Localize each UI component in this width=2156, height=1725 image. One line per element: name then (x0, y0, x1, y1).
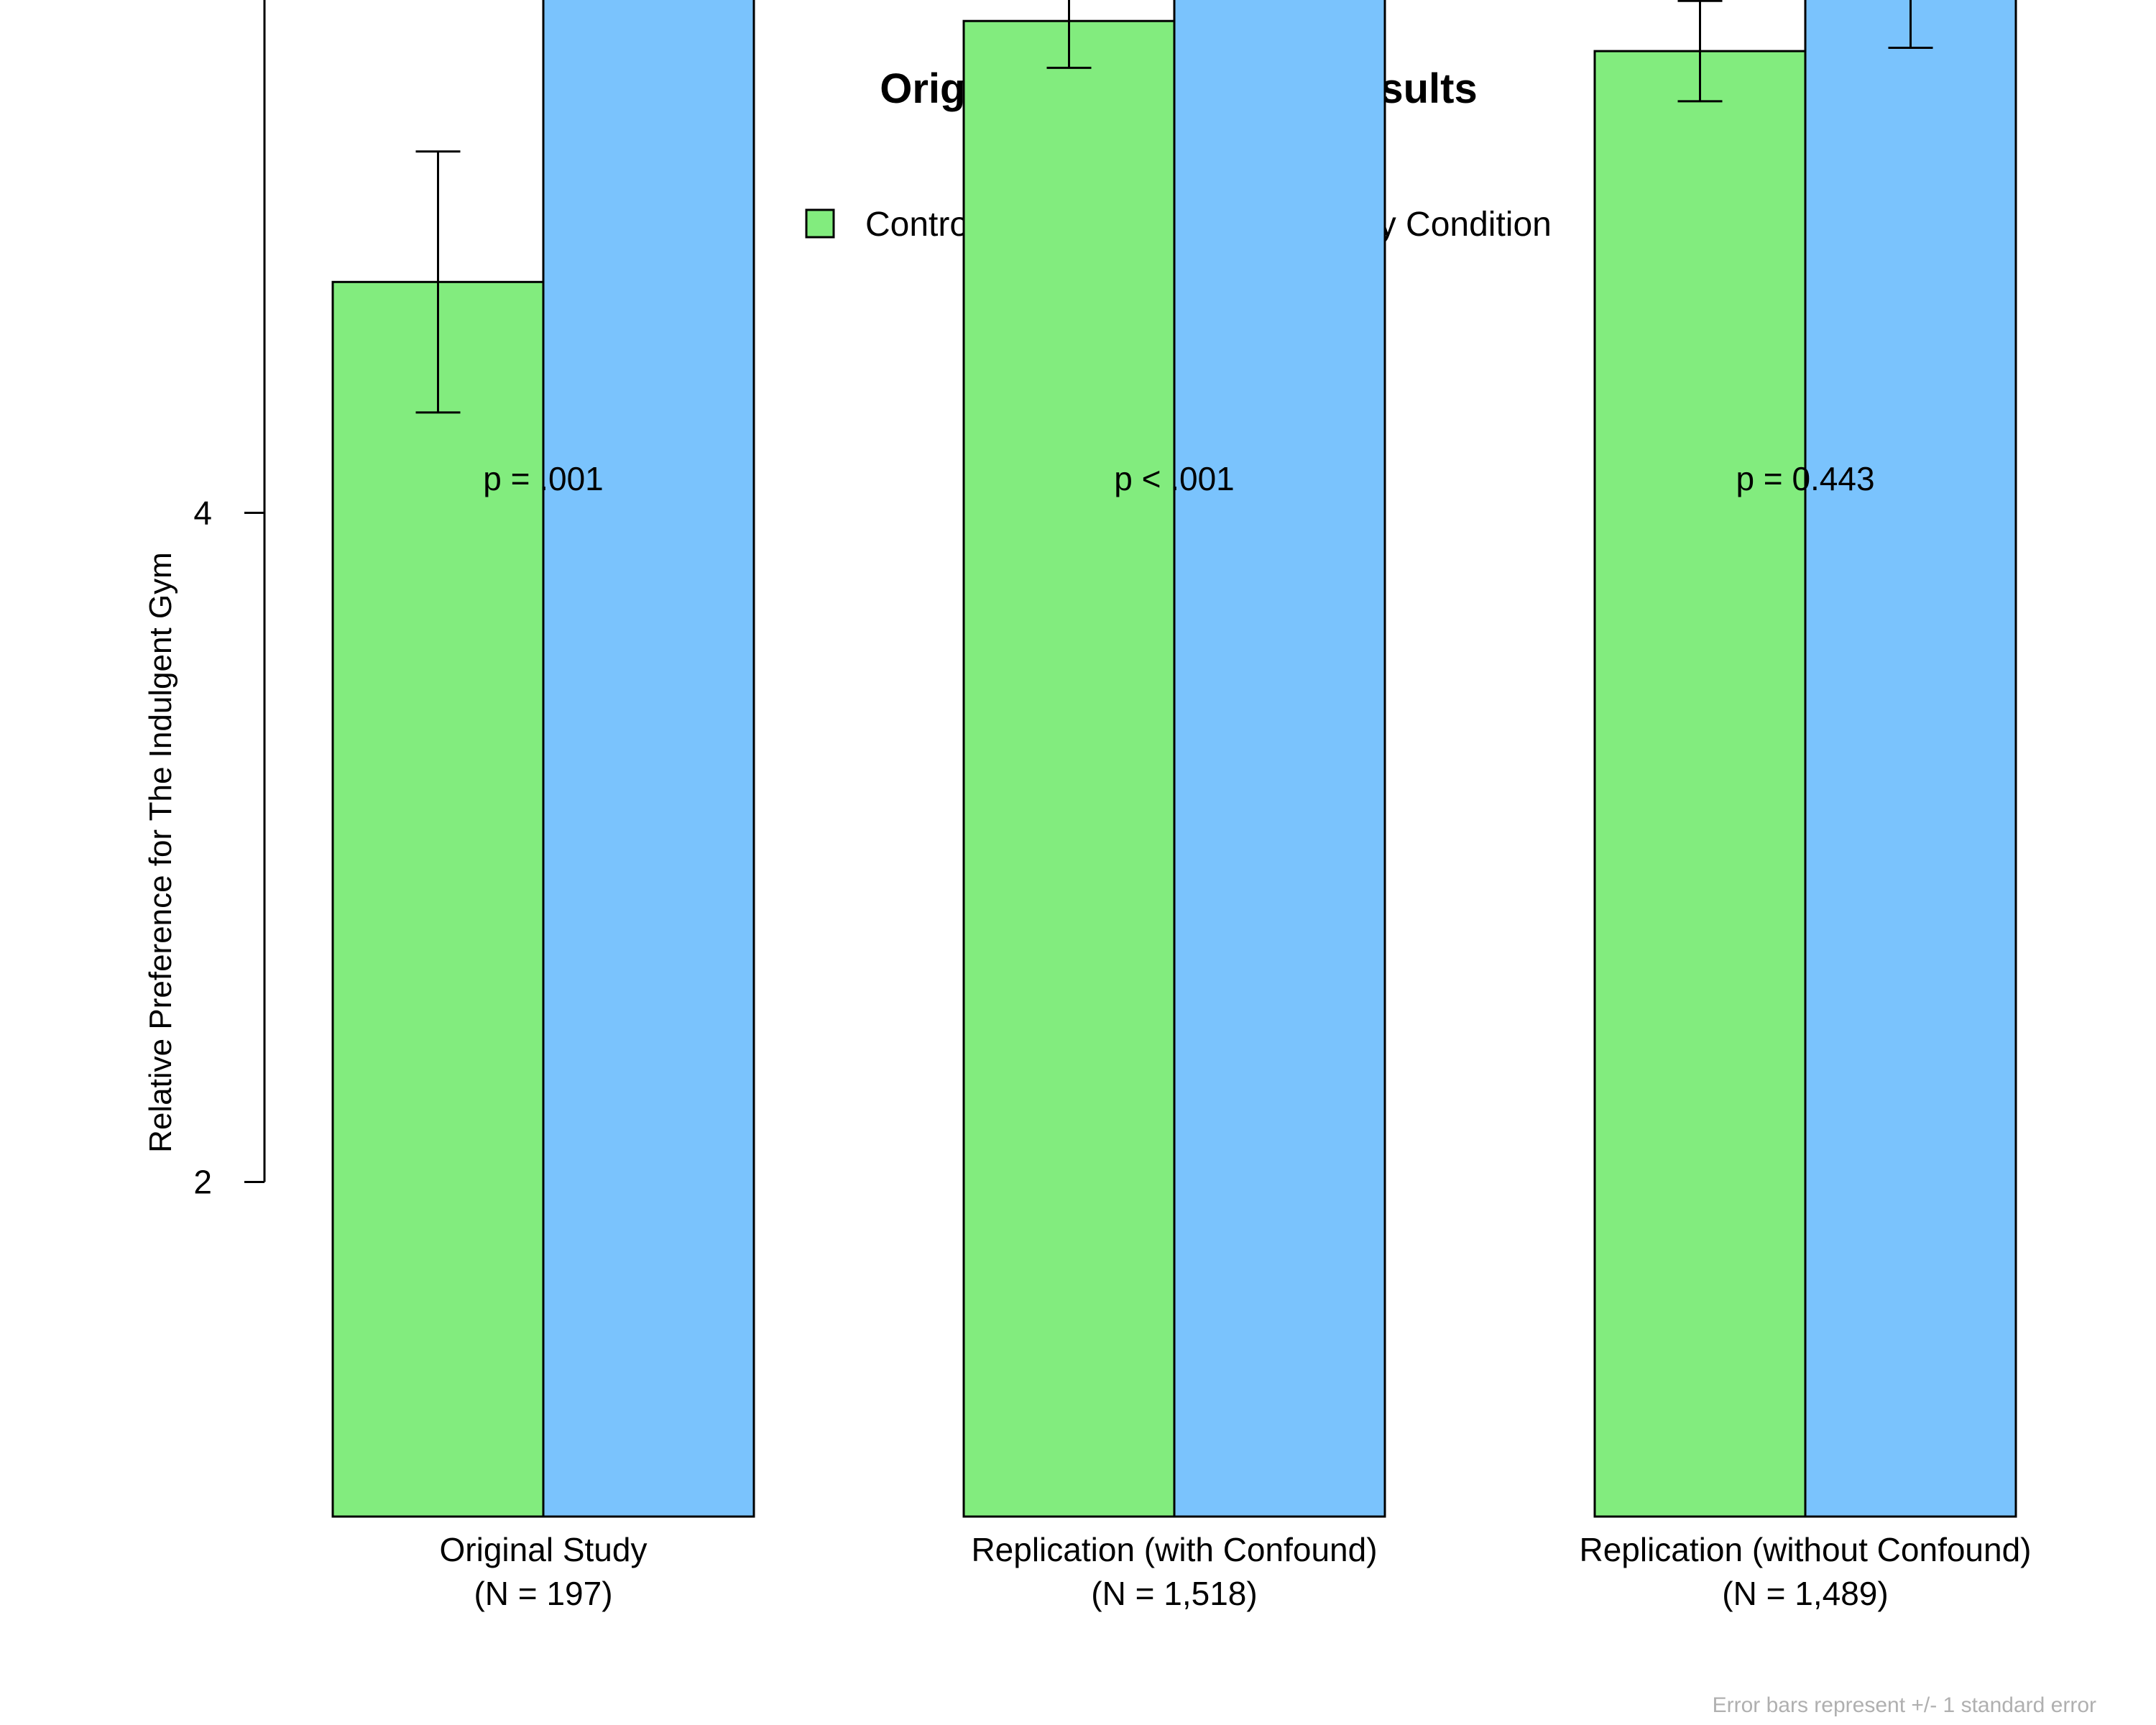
bar-control-condition (1593, 50, 1807, 1518)
x-tick-sample-size: (N = 1,489) (1722, 1575, 1888, 1612)
bar-curiosity-condition (1173, 0, 1386, 1518)
error-bars (415, 0, 1933, 414)
bar-control-condition (331, 280, 545, 1518)
error-bar-control-condition (1046, 0, 1092, 69)
y-tick-label: 2 (193, 1164, 212, 1201)
bar-curiosity-condition (542, 0, 755, 1518)
p-value-label: p = .001 (483, 460, 604, 497)
p-value-label: p = 0.443 (1736, 460, 1874, 497)
footnote: Error bars represent +/- 1 standard erro… (1713, 1693, 2096, 1717)
y-axis-label: Relative Preference for The Indulgent Gy… (143, 552, 178, 1153)
legend-swatch-control (805, 208, 835, 239)
p-value-label: p < .001 (1114, 460, 1235, 497)
error-bar-control-condition (415, 150, 461, 414)
y-axis: 2468 (193, 0, 266, 1201)
x-tick-sample-size: (N = 1,518) (1091, 1575, 1257, 1612)
x-tick-label: Replication (without Confound) (1579, 1531, 2031, 1568)
bars (331, 0, 2017, 1518)
error-bar-curiosity-condition (1888, 0, 1933, 49)
y-tick-label: 4 (193, 494, 212, 532)
x-tick-label: Original Study (440, 1531, 648, 1568)
bar-control-condition (962, 19, 1176, 1518)
x-tick-label: Replication (with Confound) (971, 1531, 1377, 1568)
x-tick-sample-size: (N = 197) (474, 1575, 612, 1612)
x-axis-labels: Original Study (N = 197) Replication (with… (440, 1531, 2032, 1612)
bar-curiosity-condition (1804, 0, 2017, 1518)
p-value-annotations: p = .001 p < .001 p = 0.443 (483, 460, 1874, 497)
error-bar-control-condition (1677, 0, 1723, 103)
